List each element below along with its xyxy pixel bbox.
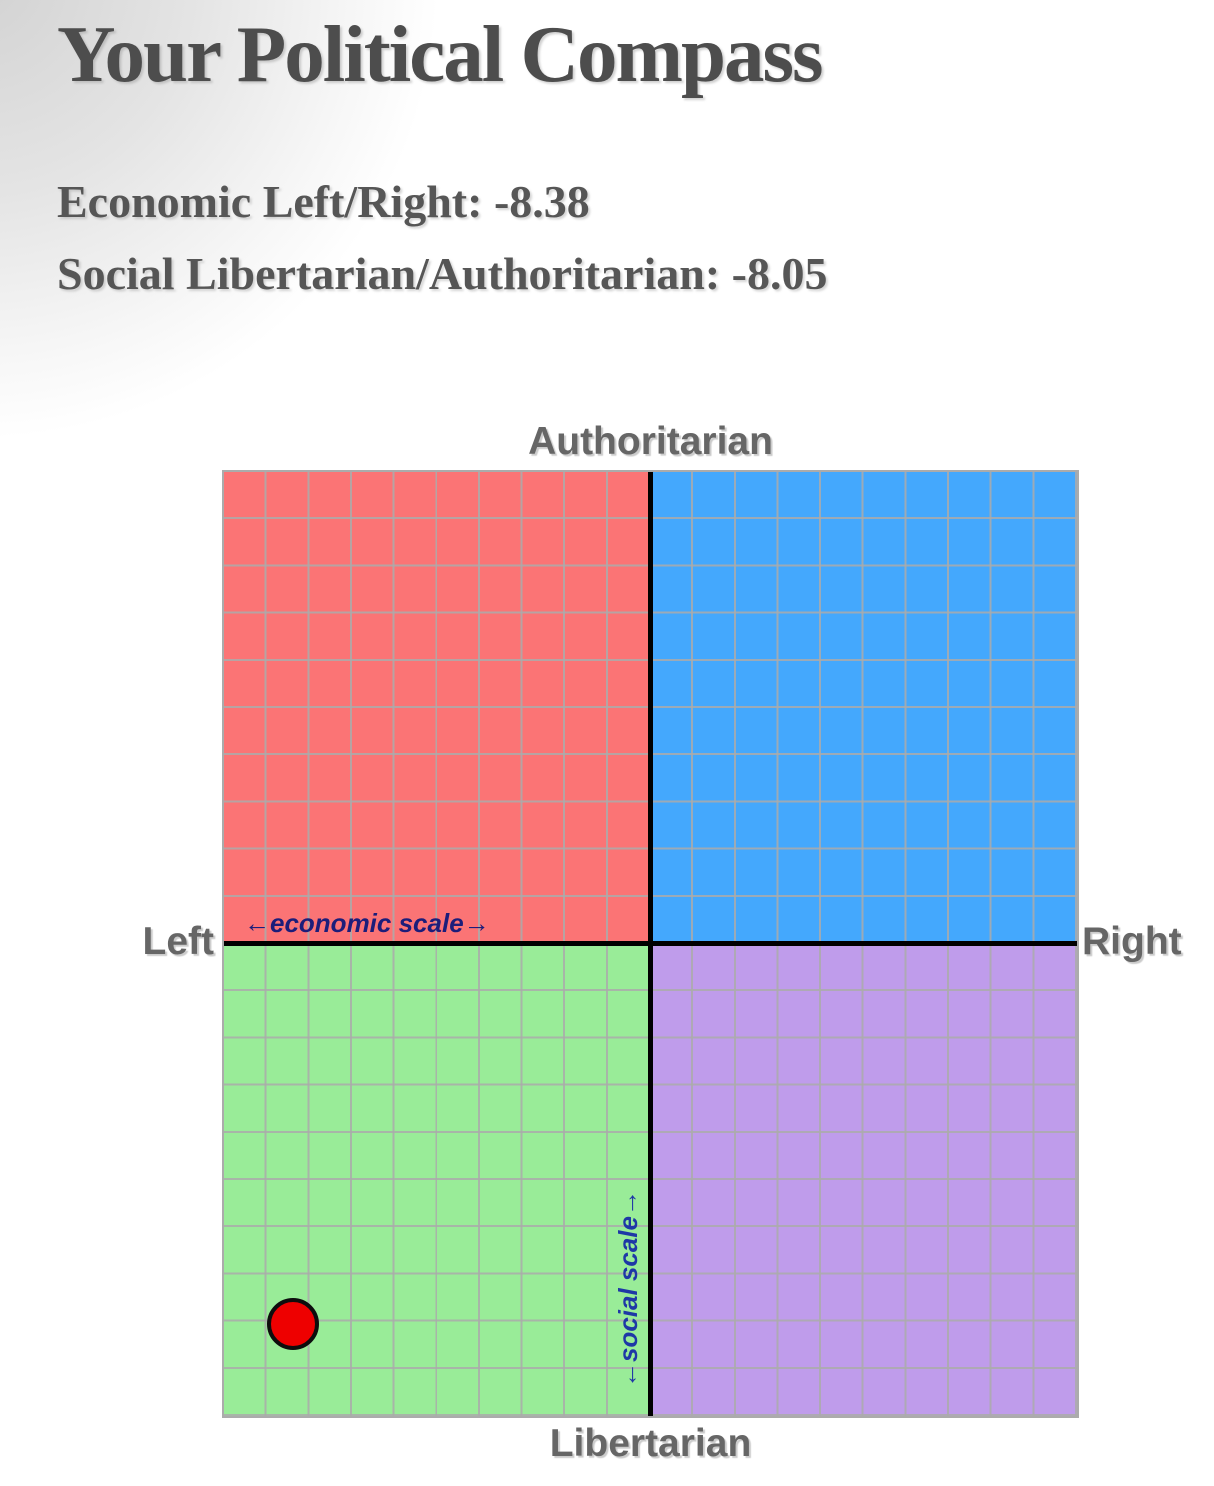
axis-label-libertarian: Libertarian	[549, 1422, 752, 1465]
axis-label-right: Right	[1082, 920, 1182, 964]
economic-score-label: Economic Left/Right:	[57, 176, 483, 227]
economic-score-line: Economic Left/Right: -8.38	[57, 166, 827, 238]
economic-scale-annotation: ←economic scale→	[244, 908, 490, 938]
social-score-line: Social Libertarian/Authoritarian: -8.05	[57, 238, 827, 310]
vertical-axis	[647, 472, 653, 1416]
social-score-label: Social Libertarian/Authoritarian:	[57, 248, 721, 299]
score-summary: Economic Left/Right: -8.38 Social Libert…	[57, 166, 827, 310]
economic-score-value: -8.38	[493, 176, 590, 227]
result-point	[267, 1297, 320, 1350]
axis-label-authoritarian: Authoritarian	[528, 420, 773, 463]
page-title: Your Political Compass	[57, 9, 824, 99]
axis-label-left: Left	[142, 920, 215, 964]
social-score-value: -8.05	[731, 248, 828, 299]
political-compass-chart: Authoritarian Libertarian Left Right ←ec…	[143, 420, 1182, 1465]
social-scale-annotation: ←social scale→	[612, 1190, 643, 1388]
